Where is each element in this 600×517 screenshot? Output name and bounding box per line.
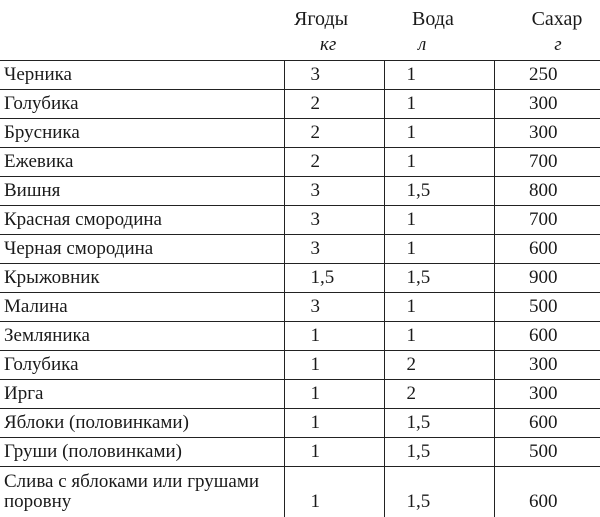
berries-amount: 2	[284, 147, 385, 177]
berry-name: Груши (половинками)	[0, 437, 285, 467]
water-amount: 1	[384, 147, 495, 177]
berries-amount: 1,5	[284, 263, 385, 293]
sugar-amount: 600	[494, 234, 600, 264]
berries-amount: 3	[284, 176, 385, 206]
header-blank-cell	[0, 0, 284, 30]
water-amount: 1,5	[384, 437, 495, 467]
table-row: Вишня 3 1,5 800	[0, 176, 600, 206]
sugar-amount: 300	[494, 350, 600, 380]
berry-name: Крыжовник	[0, 263, 285, 293]
unit-berries: кг	[284, 30, 384, 61]
berry-name: Малина	[0, 292, 285, 322]
berry-name: Слива с яблоками или грушами поровну	[0, 466, 285, 517]
table-row: Ирга 1 2 300	[0, 379, 600, 409]
sugar-amount: 700	[494, 147, 600, 177]
water-amount: 1	[384, 321, 495, 351]
berries-amount: 1	[284, 321, 385, 351]
table-row: Голубика 1 2 300	[0, 350, 600, 380]
berry-name: Черная смородина	[0, 234, 285, 264]
header-water: Вода	[412, 8, 454, 30]
table-row: Красная смородина 3 1 700	[0, 205, 600, 235]
water-amount: 2	[384, 350, 495, 380]
berries-amount: 1	[284, 466, 385, 517]
water-amount: 1,5	[384, 263, 495, 293]
berry-name: Вишня	[0, 176, 285, 206]
sugar-amount: 250	[494, 60, 600, 90]
berry-name: Черника	[0, 60, 285, 90]
unit-water: л	[384, 30, 494, 61]
water-amount: 2	[384, 379, 495, 409]
berry-name: Ирга	[0, 379, 285, 409]
sugar-amount: 300	[494, 118, 600, 148]
sugar-amount: 900	[494, 263, 600, 293]
berry-name: Яблоки (половинками)	[0, 408, 285, 438]
sugar-amount: 600	[494, 321, 600, 351]
sugar-amount: 300	[494, 89, 600, 119]
water-amount: 1	[384, 60, 495, 90]
berry-name: Голубика	[0, 89, 285, 119]
sugar-amount: 600	[494, 408, 600, 438]
water-amount: 1	[384, 205, 495, 235]
water-amount: 1,5	[384, 176, 495, 206]
table-row: Яблоки (половинками) 1 1,5 600	[0, 408, 600, 438]
berry-name: Брусника	[0, 118, 285, 148]
sugar-amount: 500	[494, 292, 600, 322]
sugar-amount: 500	[494, 437, 600, 467]
berries-amount: 2	[284, 89, 385, 119]
berry-name: Голубика	[0, 350, 285, 380]
berries-amount: 1	[284, 350, 385, 380]
berries-amount: 1	[284, 379, 385, 409]
berries-amount: 3	[284, 60, 385, 90]
units-blank-cell	[0, 30, 284, 61]
units-row: кг л г	[0, 30, 600, 61]
berries-amount: 2	[284, 118, 385, 148]
sugar-amount: 800	[494, 176, 600, 206]
water-amount: 1	[384, 292, 495, 322]
header-sugar: Сахар	[531, 8, 583, 30]
water-amount: 1	[384, 118, 495, 148]
table-row: Ежевика 2 1 700	[0, 147, 600, 177]
table-row: Слива с яблоками или грушами поровну 1 1…	[0, 466, 600, 517]
berries-amount: 3	[284, 205, 385, 235]
berries-amount: 3	[284, 292, 385, 322]
berry-name: Красная смородина	[0, 205, 285, 235]
table-row: Черная смородина 3 1 600	[0, 234, 600, 264]
water-amount: 1	[384, 89, 495, 119]
water-amount: 1,5	[384, 466, 495, 517]
water-amount: 1	[384, 234, 495, 264]
berries-amount: 1	[284, 437, 385, 467]
table-row: Земляника 1 1 600	[0, 321, 600, 351]
table-row: Малина 3 1 500	[0, 292, 600, 322]
table-row: Черника 3 1 250	[0, 60, 600, 90]
table-row: Голубика 2 1 300	[0, 89, 600, 119]
sugar-amount: 600	[529, 491, 558, 512]
table-row: Груши (половинками) 1 1,5 500	[0, 437, 600, 467]
berries-amount: 3	[284, 234, 385, 264]
sugar-amount: 300	[494, 379, 600, 409]
table-row: Брусника 2 1 300	[0, 118, 600, 148]
header-row: Ягоды Вода Сахар	[0, 0, 600, 30]
berry-name: Ежевика	[0, 147, 285, 177]
table-row: Крыжовник 1,5 1,5 900	[0, 263, 600, 293]
water-amount: 1,5	[384, 408, 495, 438]
sugar-amount: 700	[494, 205, 600, 235]
unit-sugar: г	[494, 30, 600, 61]
header-berries: Ягоды	[294, 8, 349, 30]
berries-amount: 1	[284, 408, 385, 438]
berry-name: Земляника	[0, 321, 285, 351]
